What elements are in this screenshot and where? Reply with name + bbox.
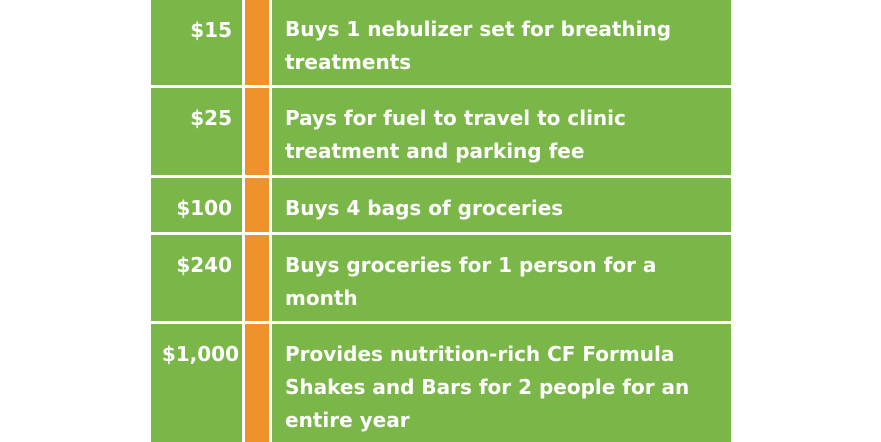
orange-divider-bar (245, 88, 269, 175)
cell-divider (242, 235, 245, 321)
description-cell: Provides nutrition-rich CF Formula Shake… (272, 324, 731, 442)
amount-cell: $15 (151, 0, 242, 85)
table-row: $15 Buys 1 nebulizer set for breathing t… (151, 0, 731, 85)
amount-cell: $25 (151, 88, 242, 175)
description-cell: Pays for fuel to travel to clinic treatm… (272, 88, 731, 175)
orange-divider-bar (245, 235, 269, 321)
cell-divider (242, 178, 245, 232)
cell-divider (242, 0, 245, 85)
orange-divider-bar (245, 0, 269, 85)
description-cell: Buys 4 bags of groceries (272, 178, 731, 232)
orange-divider-bar (245, 324, 269, 442)
cell-divider (269, 178, 272, 232)
cell-divider (242, 324, 245, 442)
cell-divider (242, 88, 245, 175)
amount-cell: $240 (151, 235, 242, 321)
description-cell: Buys groceries for 1 person for a month (272, 235, 731, 321)
table-row: $240 Buys groceries for 1 person for a m… (151, 235, 731, 321)
cell-divider (269, 0, 272, 85)
donation-impact-table: $15 Buys 1 nebulizer set for breathing t… (151, 0, 731, 442)
amount-cell: $100 (151, 178, 242, 232)
table-row: $25 Pays for fuel to travel to clinic tr… (151, 88, 731, 175)
description-cell: Buys 1 nebulizer set for breathing treat… (272, 0, 731, 85)
amount-cell: $1,000 (151, 324, 242, 442)
cell-divider (269, 235, 272, 321)
cell-divider (269, 324, 272, 442)
table-row: $100 Buys 4 bags of groceries (151, 178, 731, 232)
table-row: $1,000 Provides nutrition-rich CF Formul… (151, 324, 731, 442)
cell-divider (269, 88, 272, 175)
orange-divider-bar (245, 178, 269, 232)
